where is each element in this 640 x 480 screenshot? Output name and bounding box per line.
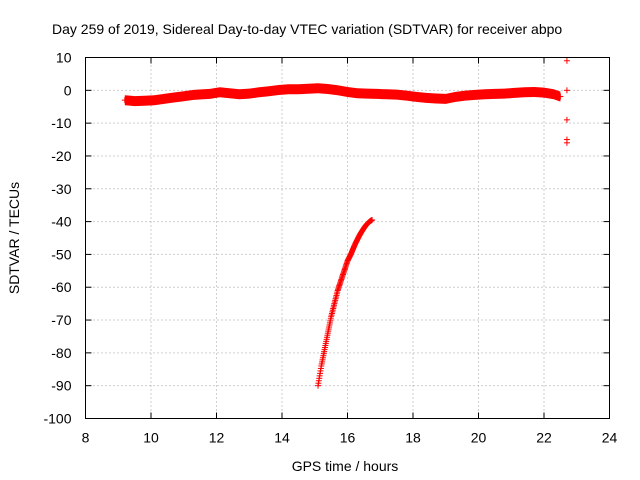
data-point bbox=[491, 90, 498, 97]
data-point bbox=[413, 93, 420, 100]
data-point bbox=[180, 93, 187, 100]
data-point bbox=[206, 90, 213, 97]
data-point bbox=[432, 95, 439, 102]
data-point bbox=[200, 91, 207, 98]
data-point bbox=[521, 89, 528, 96]
data-point bbox=[482, 91, 489, 98]
data-point bbox=[344, 88, 351, 95]
x-tick-label: 16 bbox=[340, 430, 356, 446]
data-point bbox=[246, 90, 253, 97]
data-band bbox=[124, 83, 561, 107]
data-point bbox=[563, 87, 570, 94]
y-tick-label: 10 bbox=[56, 50, 72, 66]
x-tick-label: 8 bbox=[82, 430, 90, 446]
data-point bbox=[541, 89, 547, 96]
data-point bbox=[472, 91, 479, 98]
data-point bbox=[403, 92, 410, 99]
x-tick-label: 12 bbox=[209, 430, 225, 446]
data-point bbox=[216, 89, 223, 96]
data-point bbox=[531, 88, 538, 95]
y-tick-label: -60 bbox=[51, 279, 71, 295]
x-tick-label: 22 bbox=[536, 430, 552, 446]
data-point bbox=[275, 86, 282, 93]
y-tick-label: -80 bbox=[51, 345, 71, 361]
y-tick-label: -100 bbox=[43, 411, 71, 427]
y-tick-label: -20 bbox=[51, 148, 71, 164]
data-point bbox=[563, 139, 570, 146]
data-point bbox=[334, 87, 341, 94]
data-point bbox=[121, 97, 128, 104]
y-tick-label: -40 bbox=[51, 214, 71, 230]
data-point bbox=[557, 93, 564, 100]
data-point bbox=[285, 86, 292, 93]
data-point bbox=[550, 91, 557, 98]
data-point bbox=[563, 57, 570, 64]
y-tick-label: -30 bbox=[51, 181, 71, 197]
data-point bbox=[423, 94, 430, 101]
data-point bbox=[373, 90, 380, 97]
data-point bbox=[563, 116, 570, 123]
data-point bbox=[256, 89, 263, 96]
data-point bbox=[170, 94, 177, 101]
data-point bbox=[190, 91, 197, 98]
data-point bbox=[462, 92, 469, 99]
data-point bbox=[501, 90, 508, 97]
data-point bbox=[305, 85, 312, 92]
data-point bbox=[131, 98, 138, 105]
data-point bbox=[452, 93, 459, 100]
data-point bbox=[354, 90, 361, 97]
data-point bbox=[161, 95, 168, 102]
data-point bbox=[265, 88, 272, 95]
data-point bbox=[442, 95, 449, 102]
grid bbox=[85, 57, 610, 419]
data-point bbox=[151, 97, 158, 104]
ticks: 8 10 12 14 16 18 20 22 24 10 0 -10 -20 -30 -40 -50 -60 -7… bbox=[43, 50, 617, 446]
data-point bbox=[315, 85, 322, 92]
y-axis-label: SDTVAR / TECUs bbox=[6, 182, 22, 294]
data-layer bbox=[121, 57, 570, 389]
y-tick-label: -70 bbox=[51, 312, 71, 328]
data-point bbox=[369, 216, 376, 223]
data-point bbox=[364, 90, 371, 97]
x-axis-label: GPS time / hours bbox=[292, 458, 399, 474]
y-tick-label: -90 bbox=[51, 378, 71, 394]
data-point bbox=[511, 89, 518, 96]
data-point bbox=[383, 91, 390, 98]
data-point bbox=[141, 97, 148, 104]
data-point bbox=[393, 91, 400, 98]
y-tick-label: -10 bbox=[51, 115, 71, 131]
y-tick-label: 0 bbox=[64, 82, 72, 98]
y-tick-label: -50 bbox=[51, 246, 71, 262]
x-tick-label: 20 bbox=[471, 430, 487, 446]
data-point bbox=[236, 91, 243, 98]
x-tick-label: 10 bbox=[143, 430, 159, 446]
chart-title: Day 259 of 2019, Sidereal Day-to-day VTE… bbox=[52, 21, 562, 37]
data-point bbox=[226, 90, 233, 97]
x-tick-label: 14 bbox=[274, 430, 290, 446]
x-tick-label: 24 bbox=[602, 430, 618, 446]
data-point bbox=[295, 86, 302, 93]
data-point bbox=[324, 86, 331, 93]
x-tick-label: 18 bbox=[405, 430, 421, 446]
